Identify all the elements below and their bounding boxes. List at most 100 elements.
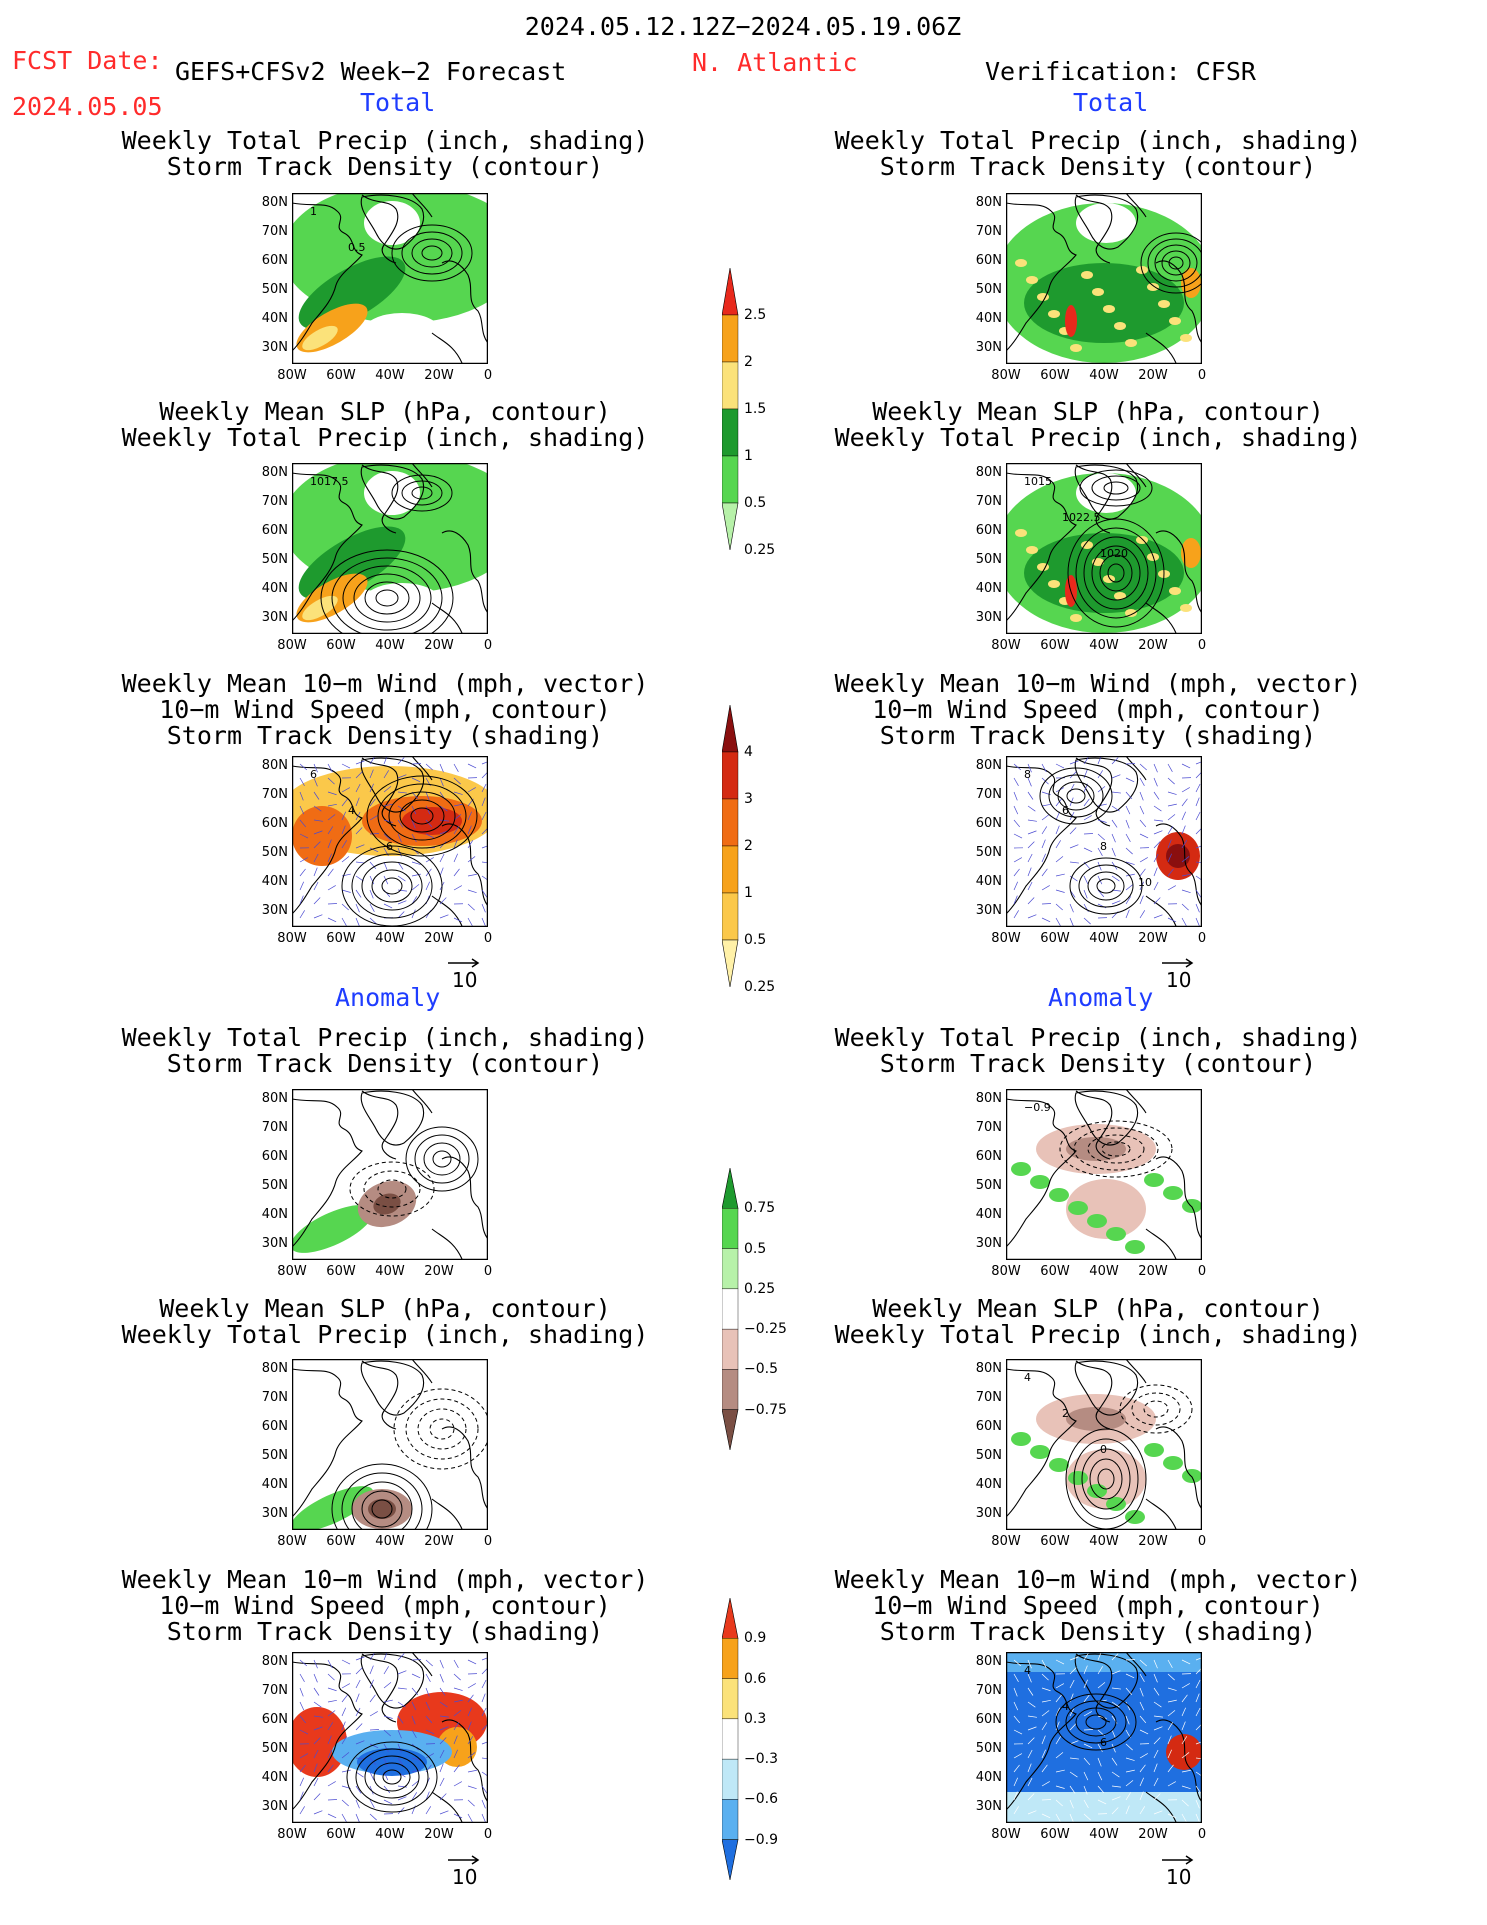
lat-tick-label: 30N xyxy=(975,1236,1002,1251)
lon-tick-label: 80W xyxy=(277,931,307,946)
lat-tick-label: 60N xyxy=(261,816,288,831)
wind-vector xyxy=(369,769,374,779)
wind-vector xyxy=(481,1741,488,1745)
wind-vector xyxy=(1083,889,1088,899)
wind-vector xyxy=(1153,867,1158,877)
wind-vector xyxy=(439,897,447,905)
colorbar-label: 1 xyxy=(744,885,753,901)
colorbar-swatch xyxy=(722,1638,739,1679)
vr-anom-wind-title-2: 10−m Wind Speed (mph, contour) xyxy=(872,1591,1324,1620)
wind-anom-contour xyxy=(355,1748,429,1806)
anom-precip-shading xyxy=(1066,1179,1146,1239)
precip-shading xyxy=(302,325,338,351)
wind-vector xyxy=(481,1657,488,1661)
wind-vector xyxy=(481,1785,488,1794)
wind-vector xyxy=(1125,884,1134,891)
vr-total-precip-title-1: Weekly Total Precip (inch, shading) xyxy=(834,126,1362,155)
wind-vector xyxy=(411,884,420,891)
wind-vector xyxy=(467,1659,477,1665)
lat-tick-label: 60N xyxy=(975,1712,1002,1727)
section-total-forecast: Total xyxy=(360,88,436,117)
lon-tick-label: 40W xyxy=(375,931,405,946)
wind-anom-contour xyxy=(382,1769,402,1785)
lon-tick-label: 40W xyxy=(375,638,405,653)
lat-tick-label: 40N xyxy=(261,581,288,596)
wind-vector xyxy=(1069,903,1074,913)
precip-shading xyxy=(1070,344,1082,352)
wind-vector xyxy=(1139,1659,1147,1667)
precip_anom-colorbar xyxy=(722,1168,739,1451)
anom-precip-shading xyxy=(1066,1137,1126,1161)
coastline xyxy=(292,463,488,634)
lon-tick-label: 0 xyxy=(483,931,493,946)
wind-vector xyxy=(313,763,318,773)
wind-vector xyxy=(467,1752,476,1759)
lat-tick-label: 50N xyxy=(975,845,1002,860)
slp-contour xyxy=(1091,545,1141,601)
wind-vector xyxy=(355,844,365,849)
wind-vector xyxy=(453,763,459,773)
wind-vector xyxy=(453,885,462,891)
wind-vector xyxy=(1181,1683,1190,1689)
coastline xyxy=(292,1359,488,1530)
contour-label: 0 xyxy=(1100,1443,1107,1456)
wind-vector xyxy=(1013,895,1018,905)
lon-tick-label: 40W xyxy=(375,368,405,383)
track-contour xyxy=(411,238,453,268)
contour-label: 6 xyxy=(386,840,393,853)
wind-anom-contour xyxy=(1065,1700,1127,1744)
wind-vector xyxy=(481,861,488,864)
wind-vector xyxy=(341,1659,351,1665)
lat-tick-label: 70N xyxy=(975,1120,1002,1135)
wind-vector xyxy=(1013,791,1018,801)
wind-vector xyxy=(341,811,347,821)
slp-contour xyxy=(1099,554,1133,592)
wind-vector xyxy=(355,889,362,898)
wind-vector xyxy=(1153,841,1161,849)
wind-vector xyxy=(1111,900,1121,905)
wind-vector xyxy=(383,786,392,793)
wind-vector xyxy=(1153,791,1160,800)
wind-vector xyxy=(1069,827,1077,835)
lat-tick-label: 40N xyxy=(975,1207,1002,1222)
wind-vector xyxy=(369,756,376,765)
wind-contour xyxy=(381,877,403,895)
lat-tick-label: 40N xyxy=(975,581,1002,596)
wind-vector xyxy=(355,1757,365,1760)
wind-vector xyxy=(327,1749,332,1759)
wind-vector xyxy=(1111,1796,1121,1801)
wind-vector xyxy=(313,914,323,919)
wind-vector xyxy=(1167,1687,1177,1691)
lat-tick-label: 60N xyxy=(975,253,1002,268)
wind-vector xyxy=(299,1777,305,1787)
track-anom-contour xyxy=(432,1150,452,1168)
anom-precip-shading xyxy=(1125,1510,1145,1524)
colorbar-swatch xyxy=(722,268,739,316)
lat-tick-label: 40N xyxy=(975,1770,1002,1785)
wind-vector xyxy=(467,763,477,769)
wind-vector xyxy=(383,1666,389,1675)
wind-contour xyxy=(1066,788,1086,804)
wind-vector xyxy=(1111,1785,1121,1788)
wind-vector xyxy=(1153,1659,1158,1669)
wind-vector xyxy=(397,1743,402,1753)
lat-tick-label: 50N xyxy=(975,282,1002,297)
wind-vector xyxy=(327,763,333,773)
wind-vector xyxy=(1153,830,1163,835)
wind-vector xyxy=(1139,819,1147,828)
wind-vector xyxy=(1027,1777,1033,1787)
lon-tick-label: 0 xyxy=(483,368,493,383)
vector-arrow-2 xyxy=(1162,958,1194,968)
lon-tick-label: 60W xyxy=(1040,368,1070,383)
wind-vector xyxy=(299,819,307,828)
lat-tick-label: 60N xyxy=(975,816,1002,831)
wind-vector xyxy=(1195,761,1202,765)
coastline xyxy=(292,1652,488,1823)
wind-vector xyxy=(355,1723,363,1731)
vr-total-precip-map xyxy=(1006,193,1202,364)
lon-tick-label: 60W xyxy=(1040,931,1070,946)
lat-tick-label: 60N xyxy=(975,1149,1002,1164)
lat-tick-label: 40N xyxy=(261,311,288,326)
track-contour xyxy=(421,245,443,261)
track_anom-colorbar xyxy=(722,1598,739,1881)
